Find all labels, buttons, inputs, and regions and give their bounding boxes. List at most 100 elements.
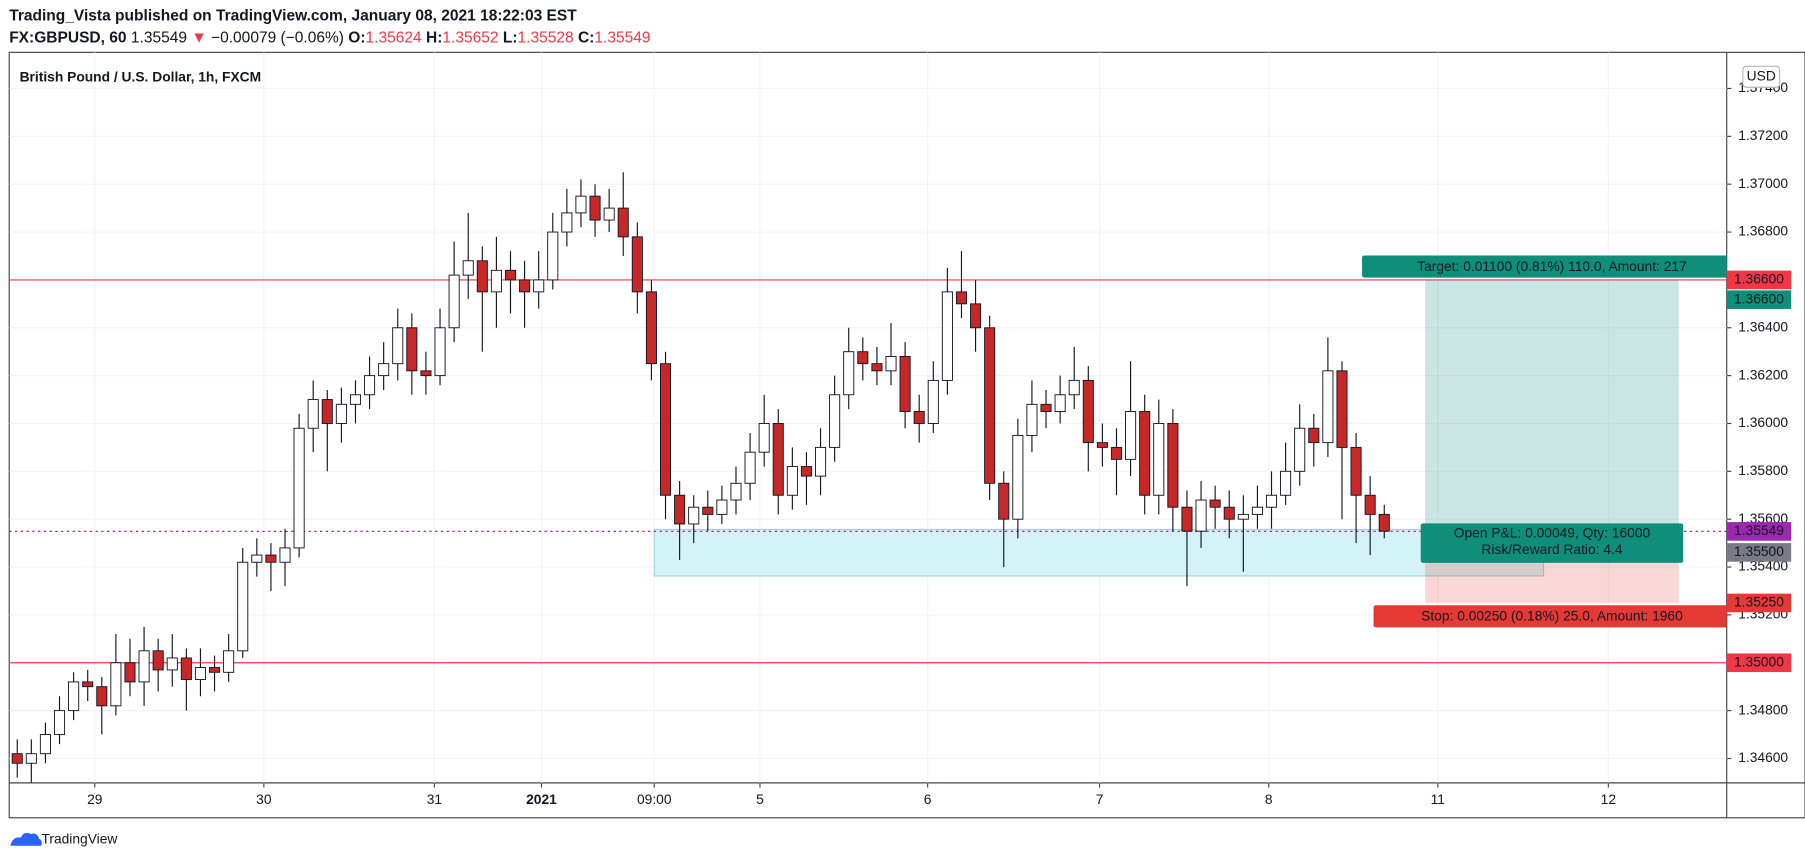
candle-body <box>1336 370 1348 448</box>
candle-body <box>1167 423 1179 508</box>
x-tick-label: 11 <box>1431 791 1446 807</box>
candle-body <box>1195 499 1207 532</box>
candle-body <box>378 363 390 377</box>
candle-body <box>899 356 911 412</box>
candle-body <box>39 734 51 755</box>
ohlc-label: O: <box>348 29 365 46</box>
y-tick-label: 1.36400 <box>1738 318 1788 334</box>
candle-body <box>1280 470 1292 496</box>
candle-body <box>1012 434 1024 520</box>
x-tick-label: 7 <box>1096 791 1104 807</box>
candle-body <box>1181 506 1193 532</box>
candle-body <box>772 423 784 496</box>
candle-body <box>180 657 192 680</box>
candle-body <box>1110 446 1123 460</box>
target-label: Target: 0.01100 (0.81%) 110.0, Amount: 2… <box>1417 258 1687 274</box>
candle-body <box>885 356 897 372</box>
y-tick-label: 1.35600 <box>1738 510 1788 526</box>
candle-body <box>547 231 559 281</box>
candle-body <box>68 681 80 712</box>
candle-body <box>349 394 362 405</box>
candle-body <box>53 710 66 736</box>
candle-body <box>166 657 178 671</box>
frame <box>8 51 1805 819</box>
candle-body <box>1068 379 1080 396</box>
candle-body <box>1350 446 1362 496</box>
price-label-bg <box>1726 543 1792 562</box>
candle-body <box>406 327 418 372</box>
candle-body <box>1364 494 1376 515</box>
y-tick-label: 1.35800 <box>1738 462 1788 478</box>
candle-body <box>25 753 37 764</box>
symbol: FX:GBPUSD, 60 <box>9 29 127 46</box>
candle-body <box>1294 427 1306 472</box>
candle-body <box>730 482 742 501</box>
candle-body <box>364 375 376 396</box>
candle-body <box>335 403 347 424</box>
candle-body <box>1040 403 1052 412</box>
candle-body <box>1026 403 1038 436</box>
candle-body <box>702 506 714 515</box>
candle-body <box>1082 379 1094 444</box>
candle-body <box>462 260 474 276</box>
ohlc-value: 1.35549 <box>594 29 650 46</box>
stop-label: Stop: 0.00250 (0.18%) 25.0, Amount: 1960 <box>1421 608 1683 624</box>
candle-body <box>758 423 770 453</box>
candle-body <box>941 291 953 381</box>
ohlc-label: H: <box>426 29 442 46</box>
candle-body <box>420 370 432 377</box>
candle-body <box>1265 494 1278 508</box>
candle-body <box>800 466 812 477</box>
candle-body <box>293 427 305 549</box>
price-label: 1.35500 <box>1734 543 1784 559</box>
candle-body <box>561 212 573 233</box>
candle-body <box>659 363 672 496</box>
candle-body <box>1223 506 1235 520</box>
y-tick-label: 1.36000 <box>1738 414 1788 430</box>
y-tick-label: 1.34600 <box>1738 749 1788 765</box>
candle-body <box>209 667 221 673</box>
candle-body <box>645 291 657 365</box>
ohlc-value: 1.35528 <box>518 29 574 46</box>
candle-body <box>955 291 968 305</box>
logo: TradingView <box>10 831 118 847</box>
target-area <box>1425 279 1679 544</box>
candle-body <box>194 667 206 680</box>
candle-body <box>434 327 446 377</box>
pnl-label: Risk/Reward Ratio: 4.4 <box>1481 541 1622 557</box>
candle-body <box>223 650 235 673</box>
chart-title: British Pound / U.S. Dollar, 1h, FXCM <box>20 69 262 85</box>
candle-body <box>744 451 756 484</box>
candle-body <box>1153 423 1165 496</box>
candle-body <box>843 351 855 396</box>
candle-body <box>829 394 841 448</box>
candle-body <box>11 753 23 764</box>
candle-body <box>589 195 601 221</box>
pnl-label: Open P&L: 0.00049, Qty: 16000 <box>1454 524 1651 540</box>
currency: USD <box>1747 67 1776 83</box>
currency-box <box>1742 65 1781 88</box>
candle-body <box>674 494 686 525</box>
price-label: 1.35549 <box>1734 522 1784 538</box>
candle-body <box>392 327 404 365</box>
pane: Target: 0.01100 (0.81%) 110.0, Amount: 2… <box>9 52 1727 783</box>
x-tick-label: 12 <box>1601 791 1617 807</box>
candle-body <box>631 236 643 293</box>
candle-body <box>265 554 277 563</box>
y-tick-label: 1.37000 <box>1738 175 1788 191</box>
candle-body <box>1308 427 1320 444</box>
ohlc-label: C: <box>578 29 594 46</box>
x-tick-label: 2021 <box>526 791 557 807</box>
candle-body <box>815 446 827 477</box>
ohlc-label: L: <box>503 29 518 46</box>
candle-body <box>237 561 249 652</box>
candle-body <box>279 547 291 563</box>
x-tick-label: 29 <box>87 791 103 807</box>
plot: Target: 0.01100 (0.81%) 110.0, Amount: 2… <box>9 52 1792 807</box>
candle-body <box>533 279 545 293</box>
y-tick-label: 1.36200 <box>1738 366 1788 382</box>
candle-body <box>96 686 108 707</box>
